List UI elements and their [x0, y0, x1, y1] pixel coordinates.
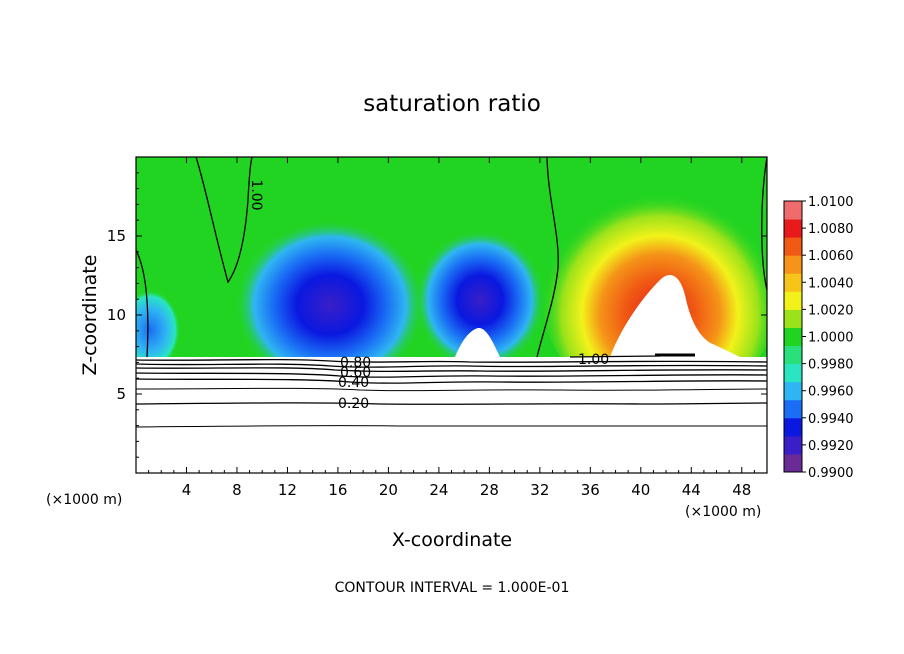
- colorbar-swatch: [784, 309, 802, 328]
- x-axis-ticks: 4 8 12 16 20 24 28 32 36 40 44 48: [148, 157, 755, 499]
- contour-010: [135, 425, 768, 428]
- colorbar-swatch: [784, 399, 802, 419]
- colorbar-swatch: [784, 381, 802, 401]
- contour-interval-note: CONTOUR INTERVAL = 1.000E-01: [335, 580, 570, 596]
- contour-label-4: 0.60: [340, 365, 371, 381]
- colorbar-label: 1.0040: [808, 276, 854, 291]
- contour-1-mid: [536, 156, 559, 358]
- x-tick-label: 48: [732, 481, 751, 499]
- dry-region-center: [235, 220, 425, 390]
- contour-label-1: 1.00: [248, 179, 264, 210]
- lower-layer: [136, 357, 767, 473]
- x-unit-right: (×1000 m): [685, 504, 761, 520]
- contour-030: [135, 387, 768, 392]
- colorbar-swatch: [784, 345, 802, 365]
- x-unit-left: (×1000 m): [46, 492, 122, 508]
- contour-1-surface: [569, 355, 661, 358]
- colorbar-swatch: [784, 273, 802, 292]
- contour-020: [135, 402, 768, 405]
- colorbar-label: 1.0000: [808, 331, 854, 346]
- x-tick-label: 44: [682, 481, 701, 499]
- contour-label-5: 0.40: [338, 375, 369, 391]
- contour-label-2: 1.00: [578, 352, 609, 368]
- colorbar: 0.9900 0.9920 0.9940 0.9960 0.9980 1.0000 1.00…: [783, 195, 854, 481]
- contour-labels: 1.00 1.00 0.80 0.60 0.40 0.20: [248, 179, 609, 412]
- colorbar-swatch: [784, 363, 802, 383]
- colorbar-label: 1.0100: [808, 195, 854, 210]
- y-tick-label: 10: [107, 306, 126, 324]
- colorbar-swatch: [784, 327, 802, 347]
- colorbar-label: 0.9920: [808, 439, 854, 454]
- colorbar-swatch: [784, 435, 802, 455]
- y-tick-label: 15: [107, 227, 126, 245]
- x-tick-label: 20: [379, 481, 398, 499]
- x-tick-label: 8: [232, 481, 242, 499]
- colorbar-swatch: [784, 201, 802, 220]
- x-tick-label: 36: [581, 481, 600, 499]
- contour-label-6: 0.20: [338, 396, 369, 412]
- colorbar-swatch: [784, 219, 802, 238]
- x-tick-label: 28: [480, 481, 499, 499]
- y-tick-label: 5: [116, 385, 126, 403]
- x-tick-label: 24: [429, 481, 448, 499]
- colorbar-swatch: [784, 291, 802, 310]
- colorbar-label: 1.0060: [808, 249, 854, 264]
- contour-label-3: 0.80: [340, 355, 371, 371]
- x-tick-label: 12: [278, 481, 297, 499]
- colorbar-swatch: [784, 237, 802, 256]
- colorbar-label: 0.9960: [808, 385, 854, 400]
- dry-region-right: [415, 230, 545, 370]
- contour-070: [135, 363, 768, 368]
- contour-1-right: [761, 156, 768, 291]
- contour-060: [135, 367, 768, 373]
- x-axis-label: X-coordinate: [392, 529, 512, 551]
- saturated-bump: [455, 327, 500, 357]
- colorbar-label: 0.9900: [808, 466, 854, 481]
- x-tick-label: 40: [631, 481, 650, 499]
- contour-1-left: [135, 249, 149, 358]
- colorbar-swatch: [784, 417, 802, 437]
- y-axis-ticks: 5 10 15: [107, 172, 767, 458]
- contour-040: [135, 378, 768, 384]
- colorbar-label: 0.9980: [808, 358, 854, 373]
- colorbar-swatch: [784, 453, 802, 473]
- y-axis-label: Z-coordinate: [79, 255, 101, 376]
- chart-title: saturation ratio: [363, 91, 541, 117]
- colorbar-swatch: [784, 255, 802, 274]
- x-tick-label: 16: [328, 481, 347, 499]
- x-tick-label: 32: [530, 481, 549, 499]
- contour-080: [135, 358, 768, 363]
- contour-1-upper: [195, 156, 253, 284]
- contour-050: [135, 372, 768, 378]
- x-tick-label: 4: [182, 481, 192, 499]
- colorbar-label: 1.0020: [808, 303, 854, 318]
- contour-lines: [135, 156, 768, 428]
- saturated-core: [610, 275, 740, 357]
- colorbar-label: 0.9940: [808, 412, 854, 427]
- colorbar-label: 1.0080: [808, 222, 854, 237]
